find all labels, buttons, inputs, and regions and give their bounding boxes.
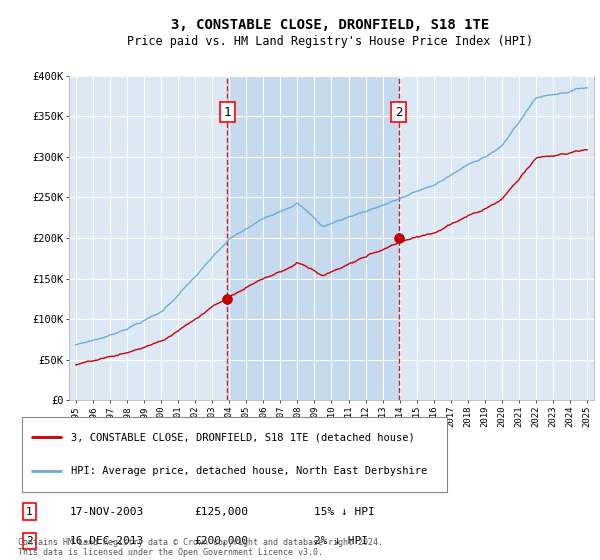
Text: HPI: Average price, detached house, North East Derbyshire: HPI: Average price, detached house, Nort… bbox=[71, 466, 427, 476]
Text: 2: 2 bbox=[395, 106, 403, 119]
Text: 1: 1 bbox=[223, 106, 231, 119]
Text: Contains HM Land Registry data © Crown copyright and database right 2024.
This d: Contains HM Land Registry data © Crown c… bbox=[18, 538, 383, 557]
Text: £200,000: £200,000 bbox=[194, 536, 249, 546]
Text: 2% ↓ HPI: 2% ↓ HPI bbox=[314, 536, 368, 546]
Text: 16-DEC-2013: 16-DEC-2013 bbox=[70, 536, 143, 546]
Text: 17-NOV-2003: 17-NOV-2003 bbox=[70, 507, 143, 517]
FancyBboxPatch shape bbox=[22, 417, 447, 492]
Text: Price paid vs. HM Land Registry's House Price Index (HPI): Price paid vs. HM Land Registry's House … bbox=[127, 35, 533, 49]
Text: 3, CONSTABLE CLOSE, DRONFIELD, S18 1TE (detached house): 3, CONSTABLE CLOSE, DRONFIELD, S18 1TE (… bbox=[71, 432, 415, 442]
Text: 3, CONSTABLE CLOSE, DRONFIELD, S18 1TE: 3, CONSTABLE CLOSE, DRONFIELD, S18 1TE bbox=[171, 18, 489, 32]
Text: 2: 2 bbox=[26, 536, 33, 546]
Bar bbox=[227, 76, 399, 400]
Text: 15% ↓ HPI: 15% ↓ HPI bbox=[314, 507, 375, 517]
Text: £125,000: £125,000 bbox=[194, 507, 249, 517]
Text: 1: 1 bbox=[26, 507, 33, 517]
